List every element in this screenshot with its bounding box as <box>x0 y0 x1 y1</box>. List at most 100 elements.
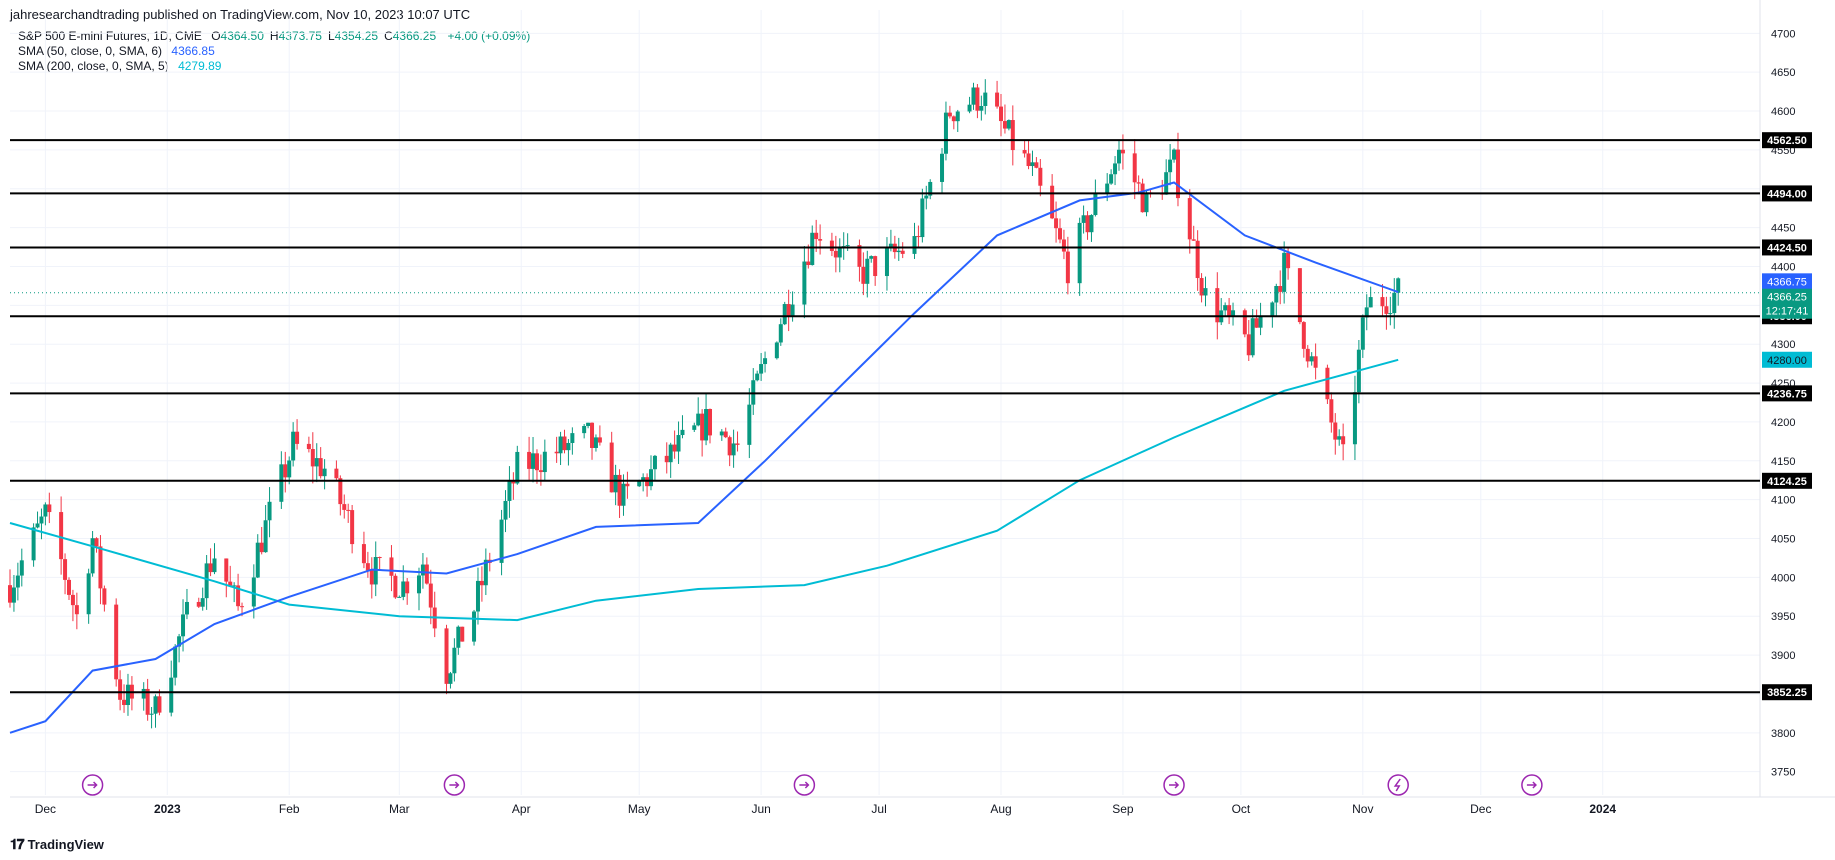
candle-body <box>1038 167 1043 186</box>
tradingview-footer[interactable]: 𝟏𝟕 TradingView <box>10 836 104 853</box>
candle-body <box>1227 305 1232 317</box>
candle-body <box>538 470 543 473</box>
x-tick-label: May <box>628 802 651 816</box>
candle-body <box>1164 172 1169 195</box>
candle-body <box>1065 251 1070 284</box>
level-price-label: 3852.25 <box>1767 687 1807 699</box>
candle-body <box>735 443 740 445</box>
candle-body <box>727 437 732 456</box>
candle-body <box>11 587 16 603</box>
candle-body <box>1136 182 1141 184</box>
candle-body <box>1058 228 1062 240</box>
x-tick-label: Jul <box>871 802 886 816</box>
candle-body <box>696 413 701 426</box>
event-arrow-icon <box>1526 781 1537 789</box>
candle-body <box>1368 297 1373 308</box>
candle-body <box>668 444 673 463</box>
candle-body <box>342 504 347 510</box>
candle-body <box>586 422 591 427</box>
candle-body <box>66 579 71 595</box>
candle-body <box>1223 305 1228 311</box>
candle-body <box>31 527 36 561</box>
y-tick-label: 4300 <box>1771 339 1795 351</box>
candle-body <box>456 626 461 648</box>
sma200-line <box>9 358 1399 622</box>
candle-body <box>731 443 736 456</box>
ohlc-value-c: 4366.25 <box>392 29 437 43</box>
candle-body <box>995 92 1000 107</box>
candle-body <box>700 413 705 441</box>
candle-body <box>562 436 567 451</box>
x-tick-label: Jun <box>751 802 770 816</box>
candle-body <box>70 594 75 606</box>
candle-body <box>291 431 296 461</box>
candle-body <box>503 500 508 520</box>
candle-body <box>318 458 323 477</box>
candle-body <box>240 606 245 608</box>
level-price-label: 4562.50 <box>1767 135 1807 147</box>
economic-event-icon[interactable] <box>1387 774 1409 796</box>
x-tick-label: Oct <box>1232 802 1251 816</box>
candle-body <box>1258 316 1263 328</box>
candle-body <box>888 243 893 248</box>
candle-body <box>1309 356 1314 362</box>
candle-body <box>346 509 351 511</box>
candle-body <box>499 519 504 563</box>
candle-body <box>1270 302 1275 317</box>
candle-body <box>747 404 752 445</box>
candle-body <box>818 239 823 241</box>
candle-body <box>511 480 516 484</box>
y-tick-label: 3950 <box>1771 611 1795 623</box>
candle-body <box>1392 292 1397 314</box>
x-tick-label: Dec <box>1470 802 1491 816</box>
candle-body <box>196 601 201 607</box>
y-tick-label: 4050 <box>1771 534 1795 546</box>
candle-body <box>782 304 787 325</box>
candle-body <box>979 105 984 111</box>
candle-body <box>1132 153 1137 183</box>
x-tick-label: Mar <box>389 802 410 816</box>
event-arrow-icon <box>449 781 460 789</box>
level-price-tag <box>1762 385 1812 402</box>
candle-body <box>829 240 834 251</box>
candle-body <box>1396 278 1401 293</box>
candle-body <box>802 261 807 305</box>
level-price-label: 4236.75 <box>1767 388 1807 400</box>
candle-body <box>1215 288 1220 323</box>
y-tick-label: 4600 <box>1771 106 1795 118</box>
candle-body <box>1231 310 1236 317</box>
candle-body <box>1172 149 1177 160</box>
candle-body <box>1144 192 1149 213</box>
symbol-legend[interactable]: S&P 500 E-mini Futures, 1D, CME O4364.50… <box>18 29 536 43</box>
candle-body <box>1333 422 1338 440</box>
candle-body <box>184 601 189 615</box>
sma50-legend[interactable]: SMA (50, close, 0, SMA, 6) 4366.85 <box>18 44 221 58</box>
candle-body <box>1054 218 1059 229</box>
candle-body <box>314 458 319 467</box>
x-tick-label: Aug <box>990 802 1011 816</box>
current-price-label: 4366.25 <box>1767 292 1807 304</box>
candle-body <box>1175 149 1180 199</box>
candle-body <box>63 559 68 580</box>
candle-body <box>531 453 536 469</box>
candle-body <box>534 453 539 471</box>
candle-body <box>118 679 123 700</box>
candle-body <box>47 504 52 513</box>
level-price-tag <box>1762 185 1812 202</box>
x-tick-label: Feb <box>279 802 300 816</box>
candle-body <box>814 232 819 240</box>
level-price-tag <box>1762 132 1812 149</box>
ohlc-key-c: C <box>384 29 393 43</box>
candle-body <box>680 429 685 436</box>
candle-body <box>1050 185 1055 219</box>
candle-body <box>676 435 681 452</box>
candle-body <box>719 431 724 436</box>
candle-body <box>570 433 575 443</box>
candle-body <box>1199 278 1204 296</box>
candle-body <box>393 575 398 598</box>
sma200-legend[interactable]: SMA (200, close, 0, SMA, 5) 4279.89 <box>18 59 227 73</box>
candle-body <box>475 580 480 612</box>
candle-body <box>460 626 465 642</box>
candle-body <box>1286 252 1291 269</box>
